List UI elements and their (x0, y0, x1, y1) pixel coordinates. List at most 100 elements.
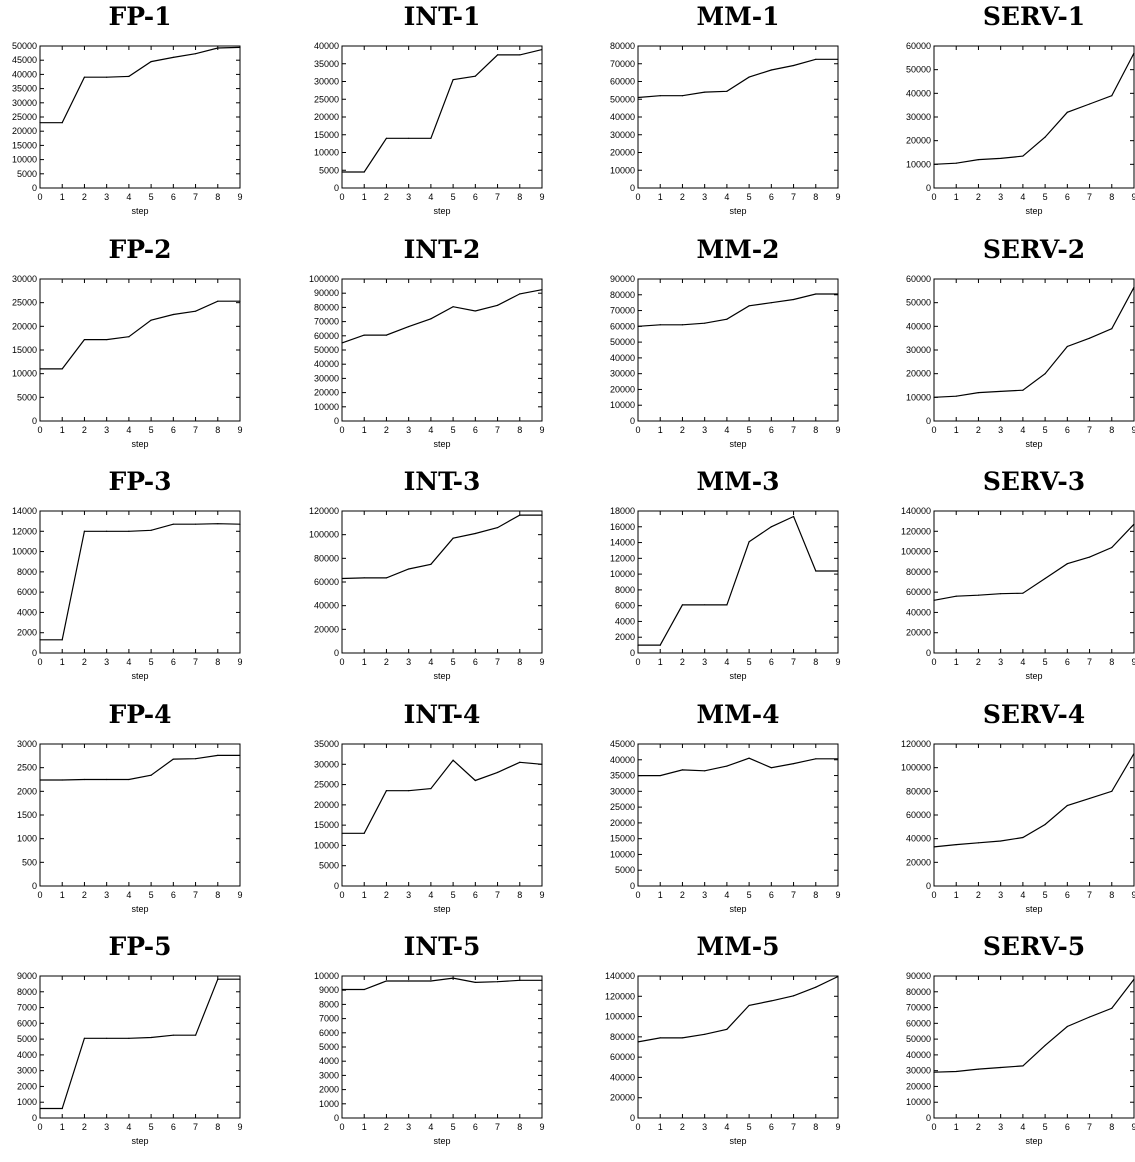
y-tick-label: 20000 (610, 818, 635, 828)
x-tick-label: 6 (473, 1122, 478, 1132)
x-tick-label: 1 (60, 1122, 65, 1132)
data-point (496, 981, 499, 983)
y-tick-label: 40000 (314, 41, 339, 51)
y-tick-label: 9000 (319, 985, 339, 995)
data-point (239, 300, 241, 302)
x-axis-label: step (131, 1136, 148, 1146)
y-tick-label: 30000 (314, 373, 339, 383)
plot-frame (39, 510, 241, 654)
x-tick-label: 8 (813, 657, 818, 667)
x-tick-label: 1 (60, 425, 65, 435)
y-tick-label: 10000 (610, 849, 635, 859)
y-tick-label: 6000 (319, 1028, 339, 1038)
data-point (385, 577, 388, 579)
x-tick-label: 6 (473, 657, 478, 667)
y-tick-label: 50000 (610, 337, 635, 347)
x-tick-label: 9 (1131, 1122, 1135, 1132)
chart-svg: MM-1 0 10000 20000 30000 40000 50000 60000 70000… (610, 2, 841, 216)
chart-svg: INT-4 0 5000 10000 15000 20000 25000 30000 35000… (314, 700, 545, 914)
y-tick-label: 0 (926, 183, 931, 193)
x-tick-label: 2 (384, 425, 389, 435)
chart-panel: SERV-3 0 20000 40000 60000 80000 100000 120000 1… (894, 465, 1135, 697)
x-tick-label: 4 (1020, 425, 1025, 435)
chart-svg: FP-2 0 5000 10000 15000 20000 25000 30000 0 1 2 3 4 5… (12, 235, 243, 449)
x-tick-label: 9 (1131, 890, 1135, 900)
data-point (385, 334, 388, 336)
x-tick-label: 3 (104, 192, 109, 202)
y-tick-label: 500 (22, 857, 37, 867)
x-tick-label: 8 (517, 890, 522, 900)
data-point (659, 324, 661, 326)
y-tick-label: 12000 (12, 526, 37, 536)
chart-panel: MM-1 0 10000 20000 30000 40000 50000 60000 70000… (598, 0, 878, 232)
data-point (39, 368, 41, 370)
data-point (172, 56, 174, 58)
chart-panel: FP-1 0 5000 10000 15000 20000 25000 30000 35000 4… (0, 0, 280, 232)
x-tick-label: 7 (193, 192, 198, 202)
x-tick-label: 5 (747, 657, 752, 667)
x-tick-label: 1 (60, 192, 65, 202)
x-tick-label: 1 (658, 192, 663, 202)
x-tick-label: 4 (428, 890, 433, 900)
y-tick-label: 5000 (319, 1042, 339, 1052)
x-tick-label: 1 (658, 1122, 663, 1132)
data-point (430, 788, 432, 790)
y-tick-label: 0 (32, 1113, 37, 1123)
chart-panel: FP-2 0 5000 10000 15000 20000 25000 30000 0 1 2 3 4 5… (0, 233, 280, 465)
y-tick-label: 50000 (906, 65, 931, 75)
y-tick-label: 90000 (314, 288, 339, 298)
x-tick-label: 5 (451, 657, 456, 667)
x-tick-label: 4 (1020, 657, 1025, 667)
x-tick-label: 1 (954, 1122, 959, 1132)
data-point (933, 599, 935, 601)
y-tick-label: 100000 (309, 530, 339, 540)
chart-title: INT-2 (404, 235, 481, 264)
data-point (172, 523, 174, 525)
y-tick-label: 50000 (314, 345, 339, 355)
y-tick-label: 40000 (314, 359, 339, 369)
data-point (837, 975, 839, 978)
data-point (726, 1028, 728, 1030)
data-point (977, 1068, 980, 1070)
chart-panel: INT-3 0 20000 40000 60000 80000 100000 120000 0 1… (302, 465, 582, 697)
data-point (955, 843, 957, 846)
x-tick-label: 4 (724, 890, 729, 900)
x-tick-label: 0 (931, 890, 936, 900)
y-tick-label: 50000 (906, 298, 931, 308)
y-tick-label: 140000 (901, 506, 931, 516)
x-tick-label: 9 (539, 192, 544, 202)
data-point (770, 69, 772, 71)
x-tick-label: 8 (1109, 425, 1114, 435)
x-axis-label: step (1025, 206, 1042, 216)
x-tick-label: 2 (82, 425, 87, 435)
x-tick-label: 6 (769, 425, 774, 435)
data-point (61, 368, 63, 370)
x-tick-label: 5 (747, 890, 752, 900)
y-tick-label: 10000 (906, 1097, 931, 1107)
x-tick-label: 8 (1109, 657, 1114, 667)
y-tick-label: 120000 (309, 506, 339, 516)
x-tick-label: 9 (835, 192, 840, 202)
y-tick-label: 15000 (314, 130, 339, 140)
x-tick-label: 0 (931, 192, 936, 202)
y-tick-label: 30000 (610, 130, 635, 140)
x-tick-label: 9 (539, 1122, 544, 1132)
data-point (815, 570, 817, 572)
data-point (519, 979, 521, 981)
data-point (194, 310, 197, 312)
x-tick-label: 3 (406, 890, 411, 900)
x-tick-label: 9 (237, 657, 242, 667)
data-point (519, 293, 521, 295)
data-point (430, 563, 432, 565)
data-point (128, 778, 130, 781)
data-point (474, 779, 476, 782)
data-point (83, 76, 86, 78)
data-point (61, 1107, 63, 1110)
data-point (150, 61, 152, 63)
x-tick-label: 3 (406, 425, 411, 435)
x-tick-label: 8 (1109, 192, 1114, 202)
y-tick-label: 50000 (12, 41, 37, 51)
y-tick-label: 80000 (610, 290, 635, 300)
chart-title: FP-2 (109, 235, 172, 264)
x-tick-label: 5 (747, 1122, 752, 1132)
